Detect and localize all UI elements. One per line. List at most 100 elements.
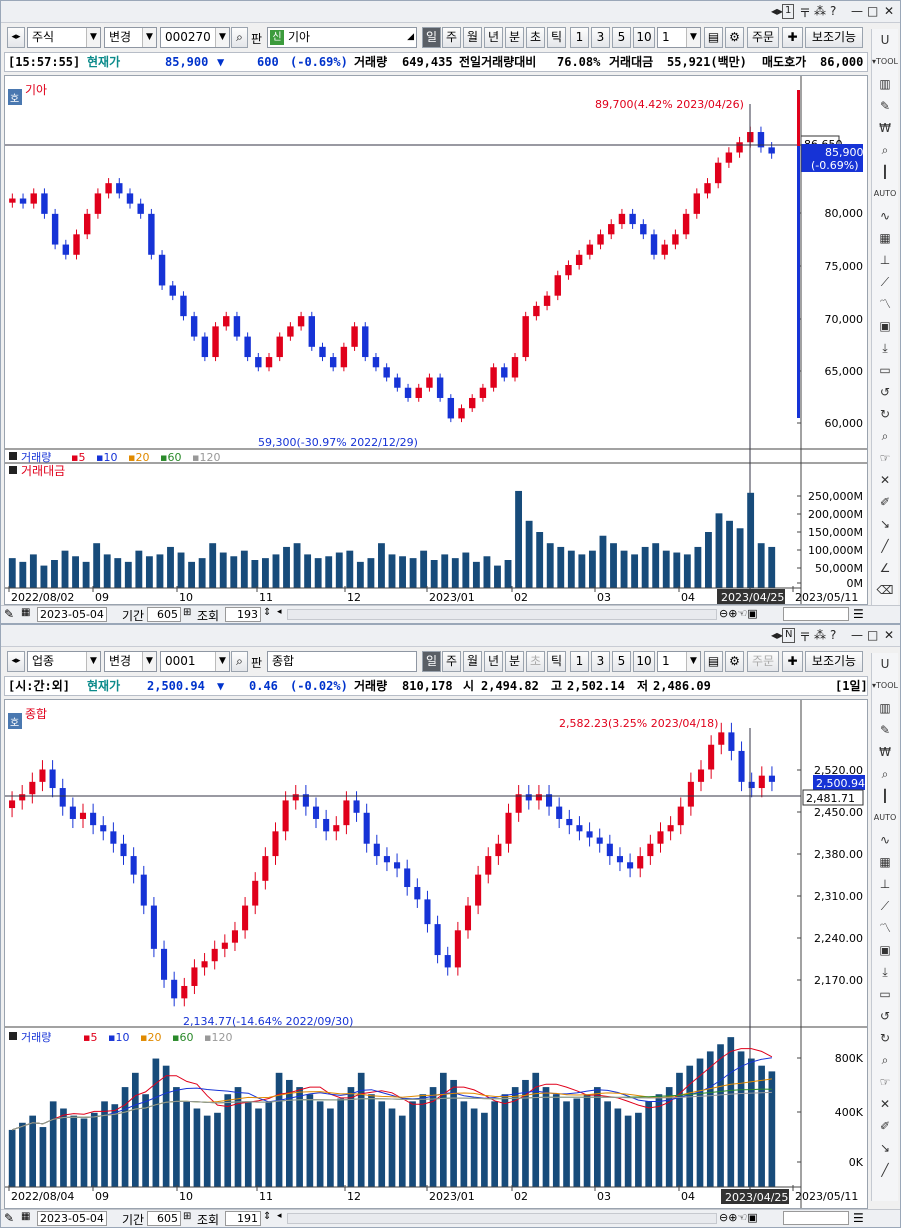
zoom-controls[interactable]: ⊖⊕☜▣ xyxy=(719,607,758,620)
price-icon[interactable]: ₩ xyxy=(879,121,891,135)
market-type-select[interactable]: 업종 ▼ xyxy=(27,651,101,672)
interval-5[interactable]: 5 xyxy=(612,27,631,48)
pin-icon[interactable]: 〒 xyxy=(799,630,812,644)
scroll-left-icon[interactable]: ◂ xyxy=(277,1211,282,1221)
tick-icon[interactable]: ⊥ xyxy=(879,253,891,267)
minimize-icon[interactable]: — xyxy=(851,628,863,642)
query-icon[interactable]: ⊞ xyxy=(183,607,192,618)
period-month[interactable]: 월 xyxy=(463,651,482,672)
arrow-icon[interactable]: ↘ xyxy=(879,517,891,531)
hand-icon[interactable]: ☞ xyxy=(879,451,891,465)
period-minute[interactable]: 분 xyxy=(505,651,524,672)
minimize-icon[interactable]: — xyxy=(851,4,863,18)
screen-number-badge[interactable]: 1 xyxy=(782,4,795,19)
period-second[interactable]: 초 xyxy=(526,651,545,672)
horizontal-scrollbar[interactable] xyxy=(287,1213,717,1224)
layout-icon[interactable]: ☰ xyxy=(853,607,864,621)
interval-3[interactable]: 3 xyxy=(591,27,610,48)
auto-icon[interactable]: AUTO xyxy=(873,189,897,198)
range-slider[interactable] xyxy=(783,607,849,621)
price-icon[interactable]: ₩ xyxy=(879,745,891,759)
help-icon[interactable]: ? xyxy=(830,4,837,18)
chevron-down-icon[interactable]: ▼ xyxy=(142,652,156,671)
settings-icon[interactable]: ⁂ xyxy=(814,4,826,18)
period-day[interactable]: 일 xyxy=(422,651,441,672)
bar-chart-icon[interactable]: ▥ xyxy=(879,701,891,715)
close-icon[interactable]: ✕ xyxy=(884,628,895,642)
period-year[interactable]: 년 xyxy=(484,651,503,672)
search-icon[interactable]: ⌕ xyxy=(231,651,248,672)
calendar-icon[interactable]: ▦ xyxy=(21,607,31,618)
search-doc-icon[interactable]: ⌕ xyxy=(881,767,889,781)
spin-icon[interactable]: ⇕ xyxy=(263,1211,272,1222)
cross-icon[interactable]: ✕ xyxy=(879,1097,891,1111)
search-doc-icon[interactable]: ⌕ xyxy=(881,143,889,157)
code-input[interactable]: 0001 ▼ xyxy=(160,651,230,672)
panel-toggle-icon[interactable] xyxy=(8,713,22,729)
gear-icon[interactable]: ⚙ xyxy=(725,27,744,48)
period-second[interactable]: 초 xyxy=(526,27,545,48)
trend-icon[interactable]: 〽 xyxy=(878,921,891,935)
settings-icon[interactable]: ⁂ xyxy=(814,628,826,642)
download-icon[interactable]: ⤓ xyxy=(882,341,888,355)
chart-area[interactable]: 호 기아 89,700(4.42% 2023/04/26) 59,300(-30… xyxy=(4,75,868,605)
cross-icon[interactable]: ✕ xyxy=(879,473,891,487)
trend-icon[interactable]: 〽 xyxy=(878,297,891,311)
undo-icon[interactable]: ↺ xyxy=(879,385,891,399)
period-week[interactable]: 주 xyxy=(442,27,461,48)
u-tool-icon[interactable]: U xyxy=(880,657,890,671)
index-chart-svg[interactable]: 호 종합 2,582.23(3.25% 2023/04/18) 2,134.77… xyxy=(5,700,867,1208)
count-input[interactable]: 193 xyxy=(225,607,261,622)
wrench-icon[interactable]: ✎ xyxy=(879,723,891,737)
period-day[interactable]: 일 xyxy=(422,27,441,48)
edit-icon[interactable]: ✎ xyxy=(4,607,15,621)
line-icon[interactable]: ╱ xyxy=(881,1163,889,1177)
close-icon[interactable]: ✕ xyxy=(884,4,895,18)
maximize-icon[interactable]: □ xyxy=(867,628,879,642)
period-week[interactable]: 주 xyxy=(442,651,461,672)
help-icon[interactable]: ? xyxy=(830,628,837,642)
horizontal-scrollbar[interactable] xyxy=(287,609,717,620)
stock-name-field[interactable]: 신 기아 ◢ xyxy=(267,27,417,48)
maximize-icon[interactable]: □ xyxy=(867,4,879,18)
dropdown-icon[interactable]: ◢ xyxy=(407,32,414,42)
code-input[interactable]: 000270 ▼ xyxy=(160,27,230,48)
query-label[interactable]: 조회 xyxy=(197,1213,220,1227)
period-minute[interactable]: 분 xyxy=(505,27,524,48)
aux-function-button[interactable]: 보조기능 xyxy=(805,27,863,48)
line-chart-icon[interactable]: ⟋ xyxy=(880,275,890,289)
panel-toggle-icon[interactable] xyxy=(8,89,22,105)
spin-icon[interactable]: ⇕ xyxy=(263,607,272,618)
save-icon[interactable]: ▤ xyxy=(704,27,723,48)
interval-1[interactable]: 1 xyxy=(570,651,589,672)
redo-icon[interactable]: ↻ xyxy=(879,407,891,421)
wave-icon[interactable]: ∿ xyxy=(879,209,891,223)
hand-icon[interactable]: ☞ xyxy=(879,1075,891,1089)
wrench-icon[interactable]: ✎ xyxy=(879,99,891,113)
zoom-controls[interactable]: ⊖⊕☜▣ xyxy=(719,1211,758,1224)
count-select[interactable]: 1 ▼ xyxy=(657,27,701,48)
wave-icon[interactable]: ∿ xyxy=(879,833,891,847)
chevron-down-icon[interactable]: ▼ xyxy=(686,28,700,47)
pen-icon[interactable]: ✐ xyxy=(879,1119,891,1133)
eraser-icon[interactable]: ⌫ xyxy=(876,583,894,597)
count-input[interactable]: 191 xyxy=(225,1211,261,1226)
order-button[interactable]: 주문 xyxy=(747,651,779,672)
layout-icon[interactable]: ☰ xyxy=(853,1211,864,1225)
order-button[interactable]: 주문 xyxy=(747,27,779,48)
chart-area[interactable]: 호 종합 2,582.23(3.25% 2023/04/18) 2,134.77… xyxy=(4,699,868,1209)
period-month[interactable]: 월 xyxy=(463,27,482,48)
gear-icon[interactable]: ⚙ xyxy=(725,651,744,672)
chevron-down-icon[interactable]: ▼ xyxy=(86,28,100,47)
interval-5[interactable]: 5 xyxy=(612,651,631,672)
price-chart-svg[interactable]: 호 기아 89,700(4.42% 2023/04/26) 59,300(-30… xyxy=(5,76,867,604)
period-input[interactable]: 605 xyxy=(147,607,181,622)
nav-arrows-icon[interactable]: ◂▸ xyxy=(771,628,784,642)
grid-icon[interactable]: ▦ xyxy=(879,231,891,245)
chevron-down-icon[interactable]: ▼ xyxy=(215,28,229,47)
market-type-select[interactable]: 주식 ▼ xyxy=(27,27,101,48)
redo-icon[interactable]: ↻ xyxy=(879,1031,891,1045)
window-icon[interactable]: ▭ xyxy=(879,363,891,377)
tool-icon[interactable]: ▾TOOL xyxy=(872,57,898,66)
period-year[interactable]: 년 xyxy=(484,27,503,48)
